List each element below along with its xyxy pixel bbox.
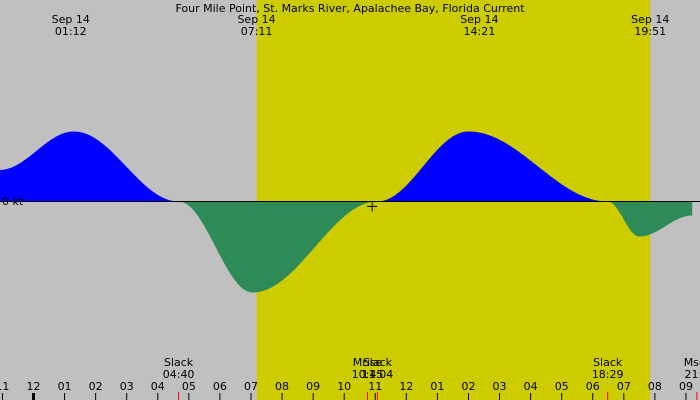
hour-label-12: 11 xyxy=(368,380,382,393)
flood-area-2 xyxy=(377,131,609,202)
chart-title: Four Mile Point, St. Marks River, Apalac… xyxy=(175,2,525,15)
event-time-4: 21:3 xyxy=(684,368,700,381)
hour-label-0: 11 xyxy=(0,380,9,393)
hour-label-5: 04 xyxy=(151,380,165,393)
top-time-label-2: 14:21 xyxy=(464,25,496,38)
hour-label-15: 02 xyxy=(461,380,475,393)
hour-label-21: 08 xyxy=(648,380,662,393)
hour-label-2: 01 xyxy=(58,380,72,393)
hour-label-17: 04 xyxy=(524,380,538,393)
top-time-label-3: 19:51 xyxy=(634,25,666,38)
hour-label-3: 02 xyxy=(89,380,103,393)
event-time-2: 11:04 xyxy=(362,368,394,381)
top-date-label-1: Sep 14 xyxy=(237,13,275,26)
top-date-label-3: Sep 14 xyxy=(631,13,669,26)
hour-label-19: 06 xyxy=(586,380,600,393)
event-label-2: Slack xyxy=(363,356,393,369)
event-label-1: Mrise xyxy=(353,356,383,369)
hour-label-18: 05 xyxy=(555,380,569,393)
hour-label-13: 12 xyxy=(399,380,413,393)
event-label-4: Mset xyxy=(684,356,700,369)
bottom-event-labels: Slack04:40Mrise10:45Slack11:04Slack18:29… xyxy=(163,356,700,400)
ebb-area-1 xyxy=(178,201,378,293)
flood-area-0 xyxy=(0,131,179,202)
hour-label-22: 09 xyxy=(679,380,693,393)
current-areas xyxy=(0,131,693,293)
hour-label-8: 07 xyxy=(244,380,258,393)
event-time-3: 18:29 xyxy=(592,368,624,381)
ebb-area-3 xyxy=(608,201,693,237)
hour-label-11: 10 xyxy=(337,380,351,393)
hour-label-4: 03 xyxy=(120,380,134,393)
top-time-label-0: 01:12 xyxy=(55,25,87,38)
top-date-label-2: Sep 14 xyxy=(460,13,498,26)
hour-label-14: 01 xyxy=(430,380,444,393)
hour-label-6: 05 xyxy=(182,380,196,393)
hour-label-10: 09 xyxy=(306,380,320,393)
top-time-label-1: 07:11 xyxy=(241,25,273,38)
event-label-0: Slack xyxy=(164,356,194,369)
event-time-0: 04:40 xyxy=(163,368,195,381)
event-label-3: Slack xyxy=(593,356,623,369)
zero-label: 0 kt xyxy=(2,195,24,208)
hour-label-16: 03 xyxy=(493,380,507,393)
hour-axis: 11 12 01 02 03 04 05 06 07 08 09 10 11 12 01 02 03 04 05 06… xyxy=(0,380,693,400)
event-time-1: 10:45 xyxy=(352,368,384,381)
top-date-label-0: Sep 14 xyxy=(52,13,90,26)
hour-label-1: 12 xyxy=(27,380,41,393)
hour-label-20: 07 xyxy=(617,380,631,393)
hour-label-7: 06 xyxy=(213,380,227,393)
hour-label-9: 08 xyxy=(275,380,289,393)
now-marker xyxy=(367,201,378,212)
